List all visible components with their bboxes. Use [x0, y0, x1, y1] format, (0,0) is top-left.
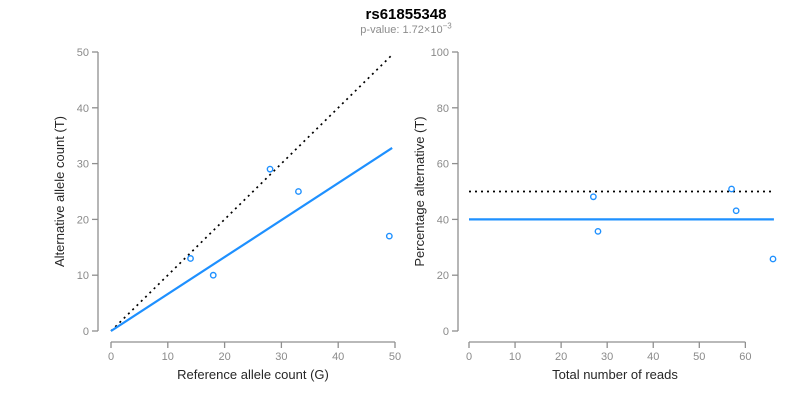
- data-point: [385, 232, 393, 240]
- x-tick-label: 30: [275, 351, 287, 363]
- y-tick-label: 20: [77, 214, 89, 226]
- percentage-alternative-scatter-plot: 0 20 40 60 80 100 0 10 20 30 40 50 60 Total number of…: [412, 47, 777, 382]
- x-tick-label: 10: [162, 351, 174, 363]
- x-tick-label: 50: [389, 351, 401, 363]
- identity-line: [110, 54, 393, 332]
- data-point: [209, 271, 217, 279]
- y-tick-label: 0: [83, 326, 89, 338]
- data-point: [187, 255, 194, 262]
- x-tick-label: 50: [693, 351, 705, 363]
- data-point: [769, 255, 777, 263]
- data-point: [295, 188, 302, 195]
- x-tick-label: 20: [218, 351, 230, 363]
- allele-counts-scatter-plot: 0 10 20 30 40 50 0 10 20 30 40 50 Reference allele c…: [52, 47, 401, 382]
- y-tick-label: 60: [437, 159, 449, 171]
- x-tick-label: 0: [108, 351, 114, 363]
- y-tick-label: 50: [77, 47, 89, 59]
- y-tick-label: 40: [437, 214, 449, 226]
- data-point: [589, 193, 597, 201]
- x-axis-title: Reference allele count (G): [177, 367, 329, 382]
- y-axis-title: Percentage alternative (T): [412, 116, 427, 266]
- y-tick-label: 10: [77, 270, 89, 282]
- x-tick-label: 60: [739, 351, 751, 363]
- data-point: [732, 207, 740, 215]
- y-tick-label: 0: [443, 326, 449, 338]
- x-axis-title: Total number of reads: [552, 367, 678, 382]
- x-tick-label: 30: [601, 351, 613, 363]
- x-tick-label: 10: [509, 351, 521, 363]
- data-point: [594, 227, 602, 235]
- y-tick-label: 80: [437, 103, 449, 115]
- fit-line: [110, 147, 393, 332]
- data-point: [266, 165, 274, 173]
- x-tick-label: 0: [466, 351, 472, 363]
- y-tick-label: 100: [431, 47, 449, 59]
- y-tick-label: 20: [437, 270, 449, 282]
- x-tick-label: 40: [647, 351, 659, 363]
- y-tick-label: 30: [77, 159, 89, 171]
- x-tick-label: 40: [332, 351, 344, 363]
- y-tick-label: 40: [77, 103, 89, 115]
- data-point: [728, 185, 735, 193]
- y-axis-title: Alternative allele count (T): [52, 116, 67, 267]
- x-tick-label: 20: [555, 351, 567, 363]
